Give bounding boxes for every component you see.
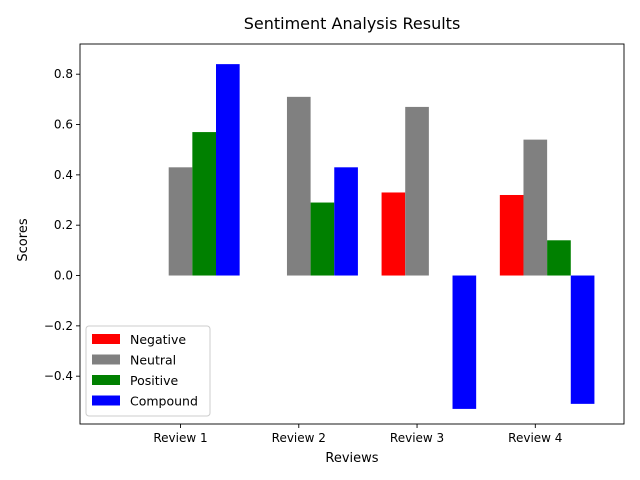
plot-area: −0.4 −0.2 0.0 0.2 0.4 0.6 0.8 Review 1 Review 2 R… (44, 43, 625, 445)
y-tick-label: 0.4 (54, 168, 73, 182)
legend-swatch-positive (92, 375, 120, 385)
legend-label-negative: Negative (130, 332, 186, 347)
y-tick-label: −0.2 (44, 319, 73, 333)
bar-positive-4 (547, 240, 571, 276)
bar-negative-3 (381, 192, 406, 276)
legend-swatch-neutral (92, 354, 120, 365)
bar-compound-4 (570, 275, 595, 404)
legend-label-compound: Compound (130, 394, 198, 409)
bar-neutral-3 (405, 106, 429, 276)
bar-neutral-1 (168, 167, 193, 276)
legend-label-neutral: Neutral (130, 353, 176, 368)
y-tick-label: 0.2 (54, 218, 73, 232)
bar-positive-1 (192, 132, 216, 276)
x-tick-label: Review 1 (153, 431, 207, 445)
bar-neutral-2 (286, 96, 311, 276)
x-tick-label: Review 4 (508, 431, 562, 445)
y-tick-label: 0.0 (54, 269, 73, 283)
y-tick-label: −0.4 (44, 369, 73, 383)
bar-positive-2 (310, 202, 335, 276)
x-axis-label: Reviews (325, 451, 378, 466)
y-tick-label: 0.6 (54, 118, 73, 132)
axes-frame (79, 43, 625, 425)
bar-compound-1 (216, 64, 240, 276)
bar-neutral-4 (523, 139, 548, 276)
y-axis-label: Scores (16, 218, 31, 261)
x-tick-label: Review 2 (272, 431, 326, 445)
bar-compound-2 (334, 167, 358, 276)
chart-title: Sentiment Analysis Results (244, 14, 461, 33)
bar-negative-4 (499, 194, 524, 276)
legend-box (85, 325, 211, 417)
legend: Negative Neutral Positive Compound (85, 325, 211, 417)
bar-compound-3 (452, 275, 477, 409)
legend-swatch-compound (92, 395, 120, 406)
x-tick-label: Review 3 (390, 431, 444, 445)
legend-swatch-negative (92, 334, 120, 344)
legend-label-positive: Positive (130, 373, 178, 388)
y-tick-label: 0.8 (54, 67, 73, 81)
